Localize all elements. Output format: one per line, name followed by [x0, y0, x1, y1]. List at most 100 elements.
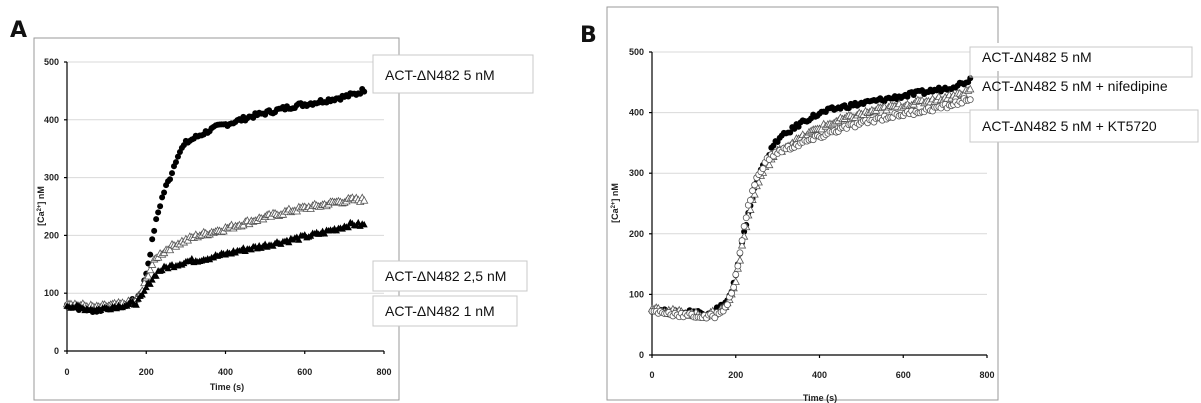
- panel-a-y-axis-title-sup: 2+: [37, 204, 43, 211]
- panel-a-plot-frame: [33, 37, 400, 401]
- panel-a-legend-box-1: [372, 54, 534, 94]
- panel-a-data-marks: [62, 85, 369, 316]
- panel-a-y-tick-label: 400: [44, 115, 59, 125]
- panel-a-x-tick-label: 800: [376, 367, 391, 377]
- data-point: [742, 214, 750, 222]
- data-point: [167, 176, 174, 183]
- panel-b-x-axis-title: Time (s): [803, 393, 837, 403]
- data-point: [759, 165, 767, 173]
- panel-a-letter: A: [10, 18, 27, 43]
- data-point: [142, 283, 150, 291]
- panel-b-legend-box-1: [970, 43, 1118, 71]
- data-point: [157, 203, 164, 210]
- panel-b-y-axis-title-base: [Ca: [610, 207, 620, 222]
- data-point: [746, 205, 755, 213]
- panel-b-legend-label-2: ACT-ΔN482 5 nM + nifedipine: [982, 78, 1168, 94]
- panel-b-tick-labels: 0 100 200 300 400 500 0 200 400 600 800: [629, 47, 995, 380]
- data-point: [966, 84, 975, 93]
- panel-b-y-tick-label: 200: [629, 229, 644, 239]
- panel-b-y-tick-label: 300: [629, 168, 644, 178]
- panel-a-legend-label-1: ACT-ΔN482 5 nM: [385, 67, 495, 83]
- data-point: [751, 181, 758, 189]
- data-point: [723, 301, 731, 309]
- data-point: [144, 271, 153, 280]
- panel-a-x-axis-title: Time (s): [210, 382, 244, 392]
- panel-b-plot-frame: [606, 6, 999, 401]
- data-point: [321, 229, 329, 237]
- data-point: [158, 266, 166, 274]
- panel-a-legend-label-3: ACT-ΔN482 1 nM: [385, 303, 495, 319]
- panel-a-tick-labels: 0 100 200 300 400 500 0 200 400 600 800: [44, 57, 392, 377]
- panel-a-y-tick-label: 300: [44, 173, 59, 183]
- data-point: [360, 195, 369, 204]
- data-point: [730, 283, 738, 291]
- data-point: [966, 96, 974, 104]
- data-point: [770, 142, 777, 149]
- data-point: [146, 280, 154, 287]
- panel-b-data-marks: [647, 75, 975, 322]
- data-point: [747, 196, 754, 204]
- data-point: [140, 287, 148, 294]
- panel-a-gridlines: [67, 61, 384, 294]
- data-point: [151, 227, 158, 234]
- panel-a-x-tick-label: 600: [297, 367, 312, 377]
- panel-a-y-tick-label: 500: [44, 57, 59, 67]
- panel-a-y-axis-title-base: [Ca: [36, 210, 46, 225]
- data-point: [132, 301, 140, 308]
- data-point: [731, 277, 740, 285]
- panel-b-x-tick-label: 800: [979, 370, 994, 380]
- data-point: [174, 153, 181, 160]
- data-point: [169, 170, 176, 177]
- data-point: [737, 240, 747, 249]
- data-point: [138, 290, 146, 298]
- data-point: [159, 194, 166, 201]
- data-point: [344, 223, 352, 231]
- data-point: [146, 265, 155, 274]
- panel-b-series-3: [648, 95, 974, 322]
- data-point: [740, 222, 748, 230]
- panel-b-y-tick-label: 0: [639, 350, 644, 360]
- panel-b-legend-label-3: ACT-ΔN482 5 nM + KT5720: [982, 118, 1157, 134]
- panel-a-legend-box-2: [372, 260, 528, 292]
- data-point: [295, 236, 303, 243]
- panel-b-y-axis-title-rest: ] nM: [610, 183, 620, 202]
- data-point: [360, 220, 368, 228]
- data-point: [787, 129, 794, 136]
- data-point: [749, 187, 756, 195]
- panel-b-letter: B: [580, 23, 597, 48]
- panel-a-chart: A 0 100 200 300 400 500 0 200 400 600 800 Time (s)…: [10, 18, 534, 401]
- panel-a-legend-label-2: ACT-ΔN482 2,5 nM: [385, 268, 506, 284]
- panel-b-y-tick-label: 100: [629, 289, 644, 299]
- data-point: [165, 245, 175, 254]
- data-point: [736, 249, 744, 257]
- panel-a-x-tick-label: 400: [218, 367, 233, 377]
- panel-b-legend-label-1: ACT-ΔN482 5 nM: [982, 49, 1092, 65]
- panel-b-x-tick-label: 400: [812, 370, 827, 380]
- panel-a-y-tick-label: 100: [44, 288, 59, 298]
- data-point: [732, 271, 740, 278]
- panel-b-chart: B 0 100 200 300 400 500 0 200 400 600 800 Time (s)…: [580, 6, 1199, 403]
- panel-a-y-axis-title: [Ca2+] nM: [36, 186, 46, 226]
- data-point: [161, 189, 168, 196]
- data-point: [153, 216, 160, 223]
- data-point: [728, 289, 735, 297]
- panel-b-legend-box-3: [969, 109, 1199, 143]
- panel-a-series-1: [64, 85, 368, 316]
- data-point: [149, 236, 156, 243]
- panel-a-y-tick-label: 0: [54, 346, 59, 356]
- panel-a-x-tick-label: 200: [139, 367, 154, 377]
- data-point: [148, 260, 157, 268]
- panel-b-y-tick-label: 400: [629, 108, 644, 118]
- panel-b-x-tick-label: 600: [896, 370, 911, 380]
- panel-a-legend-box-3: [372, 295, 518, 327]
- panel-a-y-axis-title-rest: ] nM: [36, 186, 46, 205]
- panel-b-y-axis-title-sup: 2+: [611, 201, 617, 208]
- data-point: [147, 251, 154, 258]
- panel-a-series-3: [63, 218, 368, 314]
- data-point: [148, 276, 156, 283]
- panel-a-x-tick-label: 0: [64, 367, 69, 377]
- panel-b-x-tick-label: 0: [649, 370, 654, 380]
- data-point: [152, 272, 160, 279]
- panel-a-legend: ACT-ΔN482 5 nM ACT-ΔN482 2,5 nM ACT-ΔN48…: [372, 54, 534, 327]
